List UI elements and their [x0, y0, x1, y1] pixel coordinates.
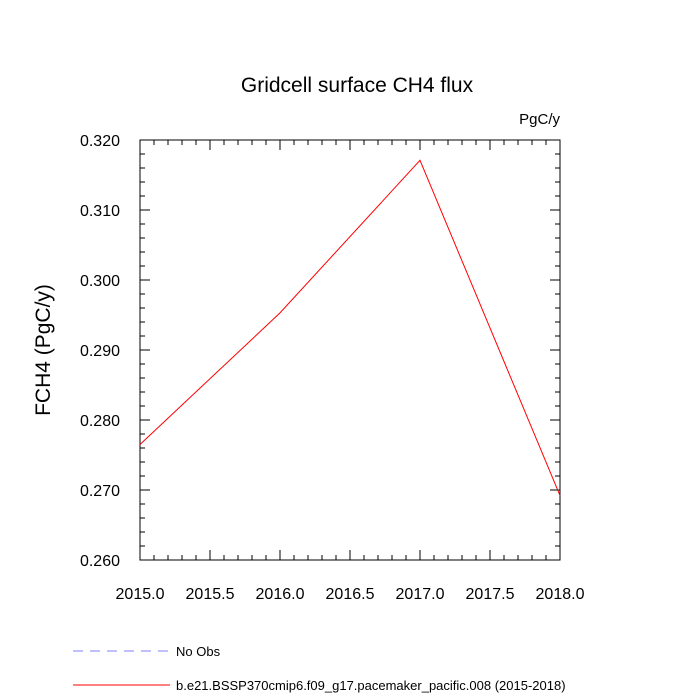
y-tick-label: 0.290 — [80, 343, 120, 360]
x-tick-label: 2015.5 — [186, 586, 235, 603]
plot-area: 2015.0 2015.5 2016.0 2016.5 2017.0 2017.5 2018… — [80, 133, 585, 603]
x-tick-label: 2016.0 — [256, 586, 305, 603]
series-line — [139, 159, 561, 496]
y-tick-label: 0.270 — [80, 483, 120, 500]
y-tick-label: 0.310 — [80, 203, 120, 220]
units-label: PgC/y — [519, 111, 560, 128]
x-tick-label: 2017.5 — [466, 586, 515, 603]
x-tick-label: 2018.0 — [536, 586, 585, 603]
plot-frame — [139, 139, 561, 561]
y-tick-label: 0.300 — [80, 273, 120, 290]
x-tick-label: 2017.0 — [396, 586, 445, 603]
x-tick-label: 2016.5 — [326, 586, 375, 603]
legend: No Obs b.e21.BSSP370cmip6.f09_g17.pacema… — [73, 644, 566, 693]
chart-title: Gridcell surface CH4 flux — [241, 74, 474, 97]
x-tick-label: 2015.0 — [116, 586, 165, 603]
y-tick-label: 0.280 — [80, 413, 120, 430]
y-tick-label: 0.260 — [80, 553, 120, 570]
y-tick-label: 0.320 — [80, 133, 120, 150]
y-axis-label: FCH4 (PgC/y) — [32, 284, 55, 416]
legend-label-model: b.e21.BSSP370cmip6.f09_g17.pacemaker_pac… — [176, 678, 566, 693]
legend-label-no-obs: No Obs — [176, 644, 221, 659]
